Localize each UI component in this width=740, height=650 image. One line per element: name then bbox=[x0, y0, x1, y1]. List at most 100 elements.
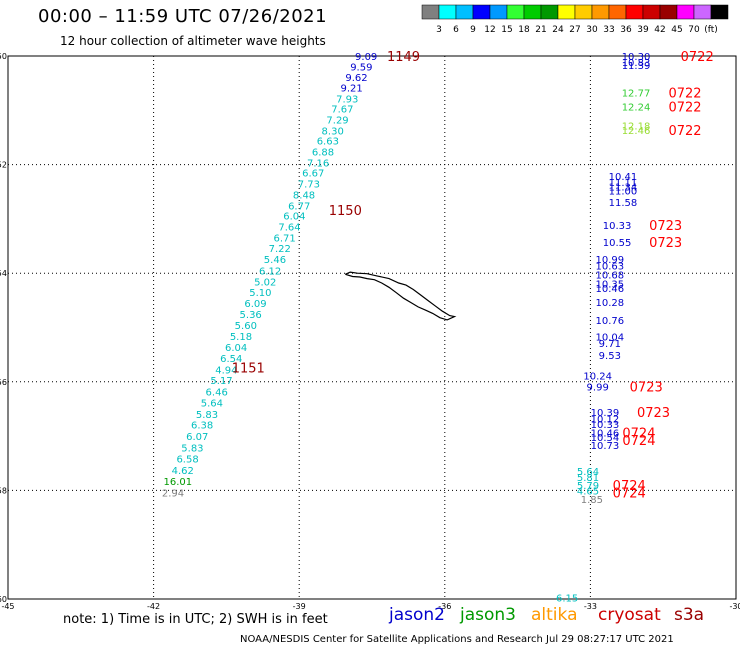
x-tick-label: -30 bbox=[729, 602, 740, 610]
wave-height-label: 4.94 bbox=[215, 365, 237, 376]
wave-height-label: 16.01 bbox=[164, 477, 193, 488]
wave-height-label: 6.88 bbox=[312, 148, 334, 159]
colorbar-label: 42 bbox=[654, 25, 665, 35]
pass-time-label: 0722 bbox=[668, 100, 701, 115]
wave-height-label: 2.94 bbox=[162, 489, 184, 500]
colorbar-label: 30 bbox=[586, 25, 598, 35]
x-tick-label: -45 bbox=[1, 602, 14, 610]
legend-satellite-jason3: jason3 bbox=[460, 605, 516, 625]
wave-height-label: 9.62 bbox=[345, 73, 367, 84]
pass-time-label: 1151 bbox=[232, 362, 265, 377]
wave-height-label: 6.67 bbox=[302, 169, 324, 180]
wave-height-label: 12.24 bbox=[622, 102, 651, 113]
wave-height-label: 6.38 bbox=[191, 421, 213, 432]
colorbar-swatch bbox=[710, 4, 729, 20]
wave-height-label: 11.11 bbox=[609, 178, 638, 189]
x-tick-label: -39 bbox=[293, 602, 306, 610]
colorbar-label: (ft) bbox=[704, 25, 718, 35]
wave-height-label: 7.73 bbox=[298, 180, 320, 191]
legend-satellite-cryosat: cryosat bbox=[598, 605, 661, 625]
colorbar-label: 45 bbox=[671, 25, 682, 35]
wave-height-label: 6.07 bbox=[186, 432, 208, 443]
wave-height-label: 5.64 bbox=[577, 467, 599, 478]
wave-height-label: 12.46 bbox=[622, 126, 651, 137]
wave-height-label: 7.16 bbox=[307, 158, 329, 169]
x-tick-label: -33 bbox=[584, 602, 597, 610]
wave-height-label: 5.64 bbox=[201, 398, 223, 409]
legend-satellite-s3a: s3a bbox=[674, 605, 705, 625]
wave-height-label: 4.65 bbox=[577, 486, 599, 497]
wave-height-label: 8.48 bbox=[293, 190, 315, 201]
wave-height-label: 6.71 bbox=[274, 233, 296, 244]
wave-height-label: 10.33 bbox=[591, 420, 620, 431]
wave-height-label: 10.54 bbox=[591, 433, 620, 444]
wave-height-label: 6.04 bbox=[283, 212, 305, 223]
plot-frame bbox=[7, 55, 737, 600]
wave-height-label: 5.46 bbox=[264, 255, 286, 266]
wave-height-label: 10.83 bbox=[622, 58, 651, 69]
wave-height-label: 4.62 bbox=[172, 466, 194, 477]
colorbar-label: 21 bbox=[535, 25, 546, 35]
wave-height-label: 7.67 bbox=[331, 105, 353, 116]
pass-time-label: 0723 bbox=[630, 381, 663, 396]
pass-time-label: 0724 bbox=[613, 487, 646, 502]
y-tick-label: -56 bbox=[0, 378, 7, 387]
wave-height-label: 7.64 bbox=[278, 223, 300, 234]
wave-height-label: 9.09 bbox=[355, 52, 377, 63]
wave-height-label: 6.12 bbox=[259, 266, 281, 277]
y-tick-label: -52 bbox=[0, 161, 7, 170]
pass-time-label: 1150 bbox=[329, 204, 362, 219]
pass-time-label: 0723 bbox=[649, 219, 682, 234]
wave-height-label: 6.15 bbox=[556, 593, 578, 604]
wave-height-label: 12.18 bbox=[622, 122, 651, 133]
wave-height-label: 9.59 bbox=[350, 62, 372, 73]
colorbar-label: 33 bbox=[603, 25, 614, 35]
colorbar-label: 15 bbox=[501, 25, 512, 35]
colorbar-label: 9 bbox=[470, 25, 476, 35]
y-tick-label: -54 bbox=[0, 269, 7, 278]
wave-height-label: 11.58 bbox=[609, 198, 638, 209]
wave-height-label: 10.28 bbox=[595, 298, 624, 309]
wave-height-label: 10.55 bbox=[603, 238, 632, 249]
wave-height-map: -50 -52 -54 -56 -58 -60-45 -42 -39 -36 -33 -30 9.09… bbox=[0, 50, 740, 610]
wave-height-label: 5.18 bbox=[230, 332, 252, 343]
wave-height-label: 10.24 bbox=[583, 371, 612, 382]
colorbar-label: 12 bbox=[484, 25, 495, 35]
wave-height-label: 11.34 bbox=[609, 182, 638, 193]
page-title: 00:00 – 11:59 UTC 07/26/2021 bbox=[38, 6, 328, 27]
pass-time-label: 1149 bbox=[387, 50, 420, 65]
wave-height-label: 5.17 bbox=[210, 376, 232, 387]
wave-height-label: 9.21 bbox=[340, 83, 362, 94]
wave-height-label: 10.99 bbox=[595, 255, 624, 266]
wave-height-label: 1.85 bbox=[581, 495, 603, 506]
wave-height-label: 5.36 bbox=[240, 310, 262, 321]
wave-height-label: 9.99 bbox=[587, 383, 609, 394]
colorbar-label: 36 bbox=[620, 25, 632, 35]
wave-height-label: 10.30 bbox=[622, 52, 651, 63]
wave-height-label: 6.09 bbox=[244, 299, 266, 310]
wave-height-label: 6.63 bbox=[317, 137, 339, 148]
wave-height-label: 9.53 bbox=[599, 351, 621, 362]
wave-height-label: 10.12 bbox=[591, 415, 620, 426]
wave-height-label: 10.35 bbox=[595, 280, 624, 291]
wave-height-label: 10.63 bbox=[595, 262, 624, 273]
colorbar-label: 18 bbox=[518, 25, 530, 35]
wave-height-label: 10.33 bbox=[603, 221, 632, 232]
wave-height-label: 5.60 bbox=[235, 321, 257, 332]
colorbar-label: 3 bbox=[436, 25, 442, 35]
wave-height-label: 5.83 bbox=[196, 410, 218, 421]
wave-height-label: 10.68 bbox=[595, 270, 624, 281]
footer-credit: NOAA/NESDIS Center for Satellite Applica… bbox=[240, 634, 674, 645]
pass-time-label: 0724 bbox=[622, 426, 655, 441]
pass-time-label: 0723 bbox=[649, 236, 682, 251]
wave-height-label: 6.04 bbox=[225, 343, 247, 354]
x-tick-label: -42 bbox=[147, 602, 160, 610]
wave-height-label: 5.81 bbox=[577, 473, 599, 484]
pass-time-label: 0722 bbox=[681, 50, 714, 65]
color-scale-legend: 3 6 9 12 15 18 21 24 27 30 33 36 39 42 45 70 (ft) bbox=[421, 4, 729, 35]
pass-time-label: 0724 bbox=[613, 479, 646, 494]
island-coastline bbox=[345, 271, 457, 321]
wave-height-label: 10.04 bbox=[595, 333, 624, 344]
wave-height-label: 9.71 bbox=[599, 339, 621, 350]
